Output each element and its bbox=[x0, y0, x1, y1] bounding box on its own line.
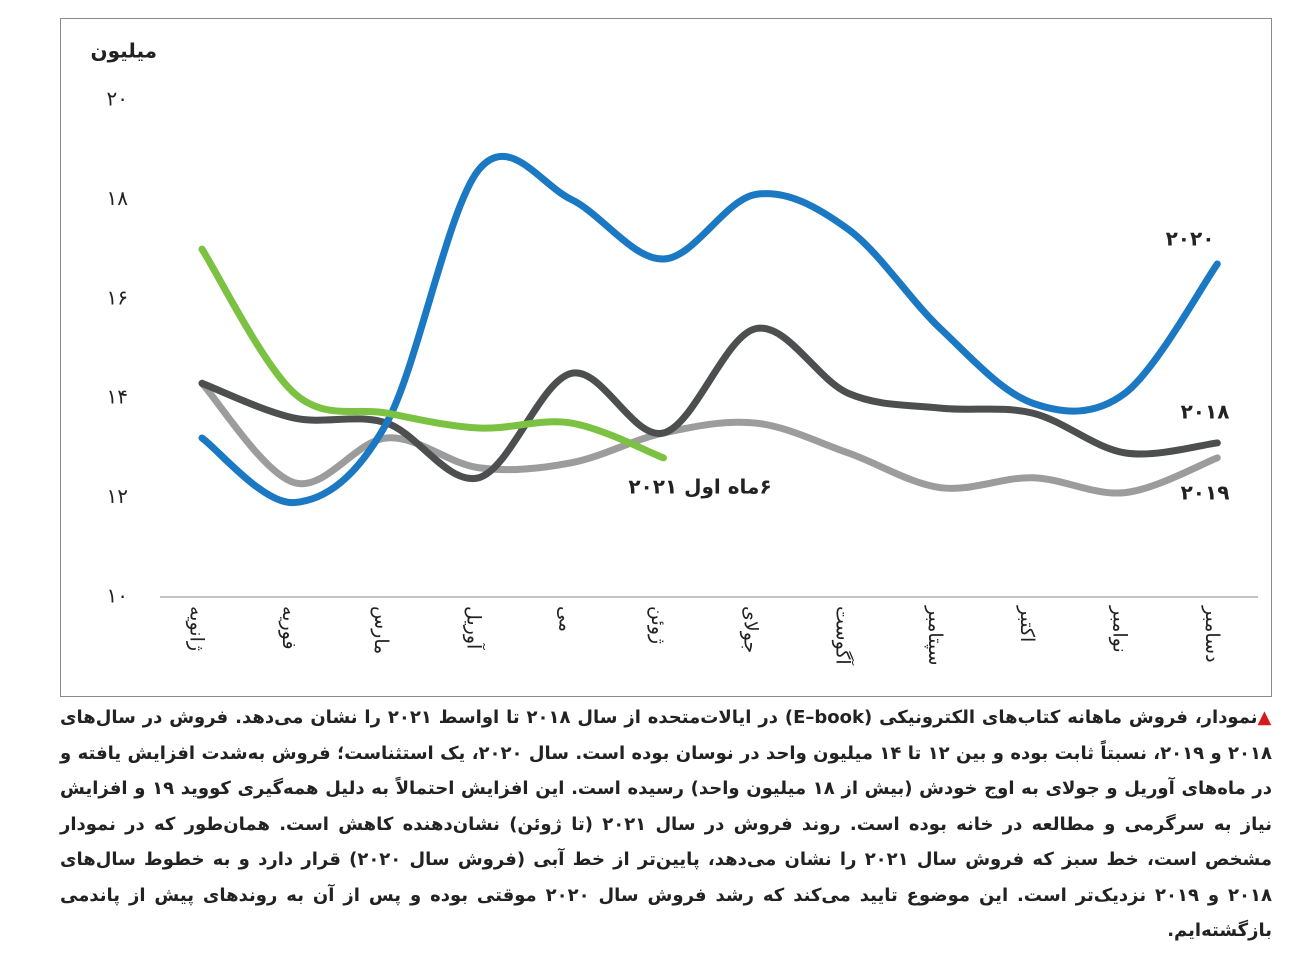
y-tick-label: ۱۲ bbox=[107, 484, 128, 508]
series-label: ۲۰۲۰ bbox=[1166, 227, 1215, 251]
caption-text: نمودار، فروش ماهانه کتاب‌های الکترونیکی … bbox=[60, 707, 1273, 941]
x-tick-label: مارس bbox=[370, 606, 392, 654]
y-tick-label: ۲۰ bbox=[107, 87, 128, 111]
x-tick-label: جولای bbox=[739, 606, 761, 653]
x-tick-label: می bbox=[555, 606, 577, 632]
caption-marker: ▲ bbox=[1257, 707, 1273, 728]
line-series bbox=[198, 379, 1221, 497]
y-tick-label: ۱۸ bbox=[107, 186, 129, 210]
y-tick-label: ۱۰ bbox=[107, 584, 128, 608]
x-tick-label: ژوئن bbox=[647, 606, 669, 644]
x-tick-label: آگوست bbox=[832, 606, 856, 665]
series-label: ۶ماه اول ۲۰۲۱ bbox=[628, 475, 771, 499]
series-label: ۲۰۱۸ bbox=[1181, 400, 1230, 424]
x-tick-label: فوریه bbox=[278, 606, 300, 650]
x-tick-label: ژانویه bbox=[186, 606, 208, 651]
x-tick-label: نوامبر bbox=[1109, 605, 1131, 653]
x-tick-label: آوریل bbox=[462, 606, 486, 650]
line-series bbox=[198, 152, 1221, 507]
y-tick-label: ۱۶ bbox=[107, 285, 128, 309]
y-axis-label: میلیون bbox=[91, 39, 157, 63]
chart: میلیون ۱۰ ۱۲ ۱۴ ۱۶ ۱۸ ۲۰ ژانویه فوریه مارس آوریل م… bbox=[91, 39, 1258, 666]
x-tick-label: اکتبر bbox=[1016, 605, 1038, 642]
x-tick-label: دسامبر bbox=[1201, 605, 1223, 663]
series-label: ۲۰۱۹ bbox=[1181, 481, 1230, 505]
x-tick-label: سپتامبر bbox=[924, 605, 946, 666]
chart-frame bbox=[60, 18, 1272, 697]
line-series bbox=[198, 245, 667, 462]
y-tick-label: ۱۴ bbox=[107, 385, 128, 409]
caption: ▲نمودار، فروش ماهانه کتاب‌های الکترونیکی… bbox=[60, 700, 1272, 949]
